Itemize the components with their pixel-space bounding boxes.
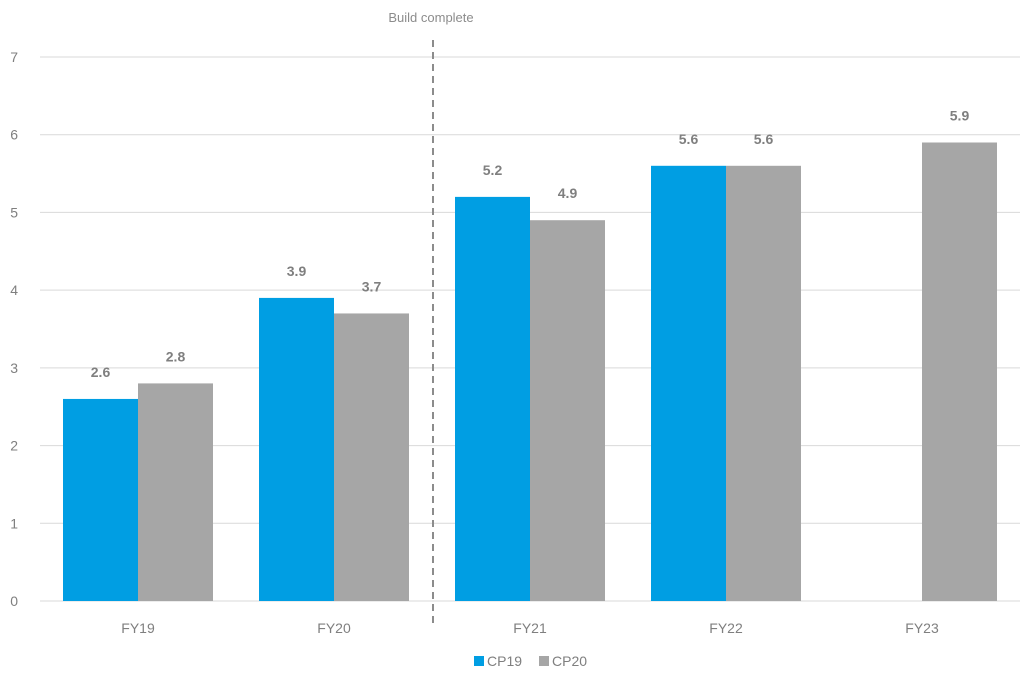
legend-swatch-cp20 [539, 656, 549, 666]
x-axis-categories: FY19 FY20 FY21 FY22 FY23 [121, 620, 939, 636]
data-label: 4.9 [558, 185, 578, 201]
y-tick-label: 4 [10, 282, 18, 298]
y-tick-label: 7 [10, 49, 18, 65]
x-category-label: FY20 [317, 620, 351, 636]
data-label: 5.6 [679, 131, 699, 147]
y-tick-label: 2 [10, 438, 18, 454]
y-tick-label: 5 [10, 204, 18, 220]
y-tick-label: 3 [10, 360, 18, 376]
data-label: 2.8 [166, 348, 186, 364]
x-category-label: FY23 [905, 620, 939, 636]
bar-cp19-fy22 [651, 165, 726, 602]
data-label: 3.9 [287, 263, 307, 279]
legend-label-cp20: CP20 [552, 653, 587, 669]
bar-cp19-fy20 [259, 297, 334, 601]
data-labels: 2.6 2.8 3.9 3.7 5.2 4.9 5.6 5.6 5.9 [91, 107, 970, 379]
y-tick-label: 6 [10, 127, 18, 143]
y-tick-label: 1 [10, 515, 18, 531]
x-category-label: FY22 [709, 620, 743, 636]
y-axis-ticks: 0 1 2 3 4 5 6 7 [10, 49, 18, 609]
bar-cp20-fy22 [726, 165, 801, 602]
bar-cp20-fy20 [334, 313, 409, 601]
build-complete-label: Build complete [388, 10, 473, 25]
data-label: 2.6 [91, 364, 111, 380]
legend-label-cp19: CP19 [487, 653, 522, 669]
bar-cp20-fy21 [530, 220, 605, 601]
y-tick-label: 0 [10, 593, 18, 609]
data-label: 5.2 [483, 162, 503, 178]
x-category-label: FY19 [121, 620, 155, 636]
data-label: 5.6 [754, 131, 774, 147]
x-category-label: FY21 [513, 620, 547, 636]
bar-cp19-fy21 [455, 196, 530, 601]
legend-swatch-cp19 [474, 656, 484, 666]
bar-cp19-fy19 [63, 398, 138, 601]
data-label: 5.9 [950, 107, 970, 123]
bars [63, 142, 997, 602]
legend: CP19 CP20 [474, 653, 587, 669]
data-label: 3.7 [362, 278, 382, 294]
bar-cp20-fy19 [138, 383, 213, 601]
annotation: Build complete [388, 10, 474, 628]
bar-cp20-fy23 [922, 142, 997, 601]
